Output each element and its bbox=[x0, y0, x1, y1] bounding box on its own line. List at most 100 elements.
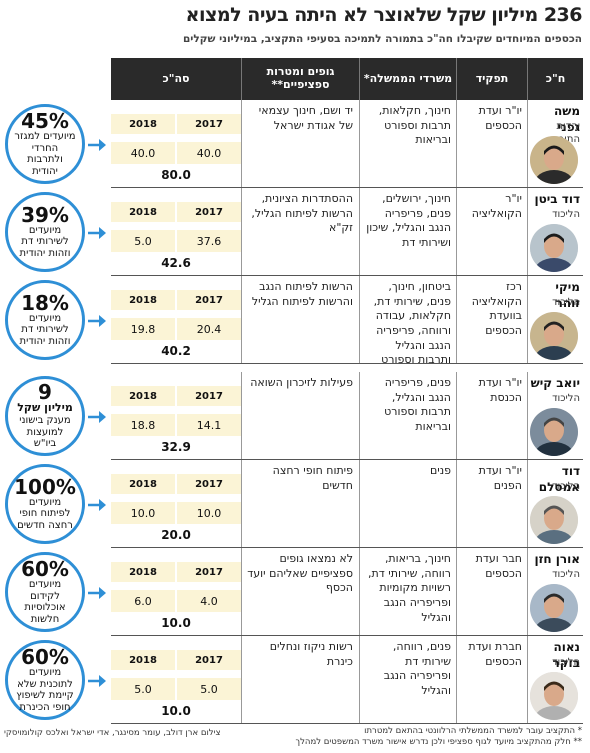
bubble-figure: 100% bbox=[14, 474, 76, 499]
ministries-text: חינוך, ירושלים, פנים, פריפריה הנגב והגלי… bbox=[366, 192, 451, 249]
value-2017: 37.6 bbox=[177, 230, 241, 252]
mk-role: יו"ר ועדת הפנים bbox=[478, 464, 522, 492]
mk-name: דוד אמסלם bbox=[538, 464, 580, 494]
arrow-right-icon bbox=[88, 497, 106, 511]
value-2017: 14.1 bbox=[177, 414, 241, 436]
value-2017: 20.4 bbox=[177, 318, 241, 340]
footnote-1: * התקציב עובר למשרד הממשלתי הרלוונטי בהת… bbox=[364, 726, 582, 736]
value-2017: 10.0 bbox=[177, 502, 241, 524]
mk-party: הליכוד bbox=[552, 569, 580, 580]
mk-party: הליכוד bbox=[552, 393, 580, 404]
header-mk: ח"כ bbox=[545, 71, 566, 85]
bubble-text: מיועדים למגזר החרדי ולתרבות יהודית bbox=[14, 131, 76, 177]
year-2018-label: 2018 bbox=[111, 474, 175, 494]
footnote-2: ** חלק מהתקציב מיועד לגוף ספציפי ולכן נד… bbox=[295, 737, 583, 748]
value-2018: 10.0 bbox=[111, 502, 175, 524]
total-value: 40.2 bbox=[161, 344, 191, 358]
mk-name: אורן חזן bbox=[534, 552, 580, 566]
mk-name: מיקי זוהר bbox=[555, 280, 580, 310]
year-2017-label: 2017 bbox=[177, 474, 241, 494]
highlight-bubble: 45% מיועדים למגזר החרדי ולתרבות יהודית bbox=[5, 104, 85, 184]
total-value: 20.0 bbox=[161, 528, 191, 542]
mk-role: רכז הקואליציה בוועדת הכספים bbox=[471, 280, 522, 337]
value-2018: 19.8 bbox=[111, 318, 175, 340]
year-2017-label: 2017 bbox=[177, 386, 241, 406]
mk-role: חבר ועדת הכספים bbox=[475, 552, 522, 580]
mk-photo bbox=[530, 672, 578, 720]
bodies-text: הרשות לפיתוח הנגב והרשות לפיתוח הגליל bbox=[251, 280, 353, 308]
mk-role: יו"ר הקואליציה bbox=[471, 192, 522, 220]
bubble-figure: 9 bbox=[38, 380, 52, 405]
arrow-right-icon bbox=[88, 673, 106, 687]
ministries-text: חינוך, חקלאות, תרבות וספורט ובריאות bbox=[378, 104, 451, 147]
bubble-figure: 45% bbox=[21, 109, 69, 133]
totals-box: 2017 2018 37.6 5.0 42.6 bbox=[111, 188, 241, 276]
bubble-text: מיועדים לפיתוח חופי רחצה חדשים bbox=[17, 496, 73, 531]
year-2017-label: 2017 bbox=[177, 562, 241, 582]
totals-box: 2017 2018 40.0 40.0 80.0 bbox=[111, 100, 241, 188]
value-2018: 18.8 bbox=[111, 414, 175, 436]
year-2017-label: 2017 bbox=[177, 202, 241, 222]
table-row: דוד ביטן הליכוד יו"ר הקואליציה חינוך, ירושל… bbox=[111, 188, 583, 276]
bubble-text: מיועדים לתוכנית שלא קיימת לשיפוץ חופי הכ… bbox=[16, 667, 74, 713]
bodies-text: יד ושם, חינוך עצמאי של אגודת ישראל bbox=[258, 104, 353, 132]
table-row: דוד אמסלם הליכוד יו"ר ועדת הפנים פנים פיתוח … bbox=[111, 460, 583, 548]
header-bodies: גופים ומטרות ספציפיים** bbox=[266, 65, 335, 91]
value-2018: 5.0 bbox=[111, 678, 175, 700]
highlight-bubble: 100% מיועדים לפיתוח חופי רחצה חדשים bbox=[5, 464, 85, 544]
funds-table: ח"כ תפקיד משרדי הממשלה* גופים ומטרות ספצ… bbox=[111, 58, 583, 728]
bubble-figure: 18% bbox=[21, 290, 69, 315]
year-2018-label: 2018 bbox=[111, 386, 175, 406]
bubble-text: מיועדים לשירותי דת וזהות יהודית bbox=[19, 312, 71, 347]
year-2018-label: 2018 bbox=[111, 562, 175, 582]
bodies-text: לא נמצאו גופים ספציפיים שאליהם יועד הכסף bbox=[247, 552, 353, 595]
value-2017: 4.0 bbox=[177, 590, 241, 612]
bubble-text: מענק בישוני למועצות ביו"ש bbox=[19, 415, 71, 450]
year-2017-label: 2017 bbox=[177, 114, 241, 134]
bodies-text: רשות ניקוז ונחלים כינרת bbox=[269, 640, 353, 668]
ministries-text: ביטחון, חינוך, פנים, שירותי דת, חקלאות, … bbox=[373, 280, 451, 367]
bodies-text: פיתוח חופי רחצה חדשים bbox=[272, 464, 353, 492]
total-value: 32.9 bbox=[161, 440, 191, 454]
value-2017: 5.0 bbox=[177, 678, 241, 700]
value-2018: 40.0 bbox=[111, 142, 175, 164]
highlight-bubble: 18% מיועדים לשירותי דת וזהות יהודית bbox=[5, 280, 85, 360]
mk-photo bbox=[530, 136, 578, 184]
mk-party: הליכוד bbox=[552, 481, 580, 492]
ministries-text: פנים bbox=[429, 464, 451, 477]
bodies-text: פעילות לזיכרון השואה bbox=[250, 376, 353, 389]
table-row: אורן חזן הליכוד חבר ועדת הכספים חינוך, בריא… bbox=[111, 548, 583, 636]
year-2018-label: 2018 bbox=[111, 290, 175, 310]
highlight-bubble: 60% מיועדים לקידום אוכלוסיות חלשות bbox=[5, 552, 85, 632]
mk-role: יו"ר ועדת הכנסת bbox=[478, 376, 522, 404]
arrow-right-icon bbox=[88, 409, 106, 423]
mk-photo bbox=[530, 224, 578, 272]
year-2018-label: 2018 bbox=[111, 202, 175, 222]
mk-photo bbox=[530, 584, 578, 632]
totals-box: 2017 2018 14.1 18.8 32.9 bbox=[111, 372, 241, 460]
totals-box: 2017 2018 5.0 5.0 10.0 bbox=[111, 636, 241, 724]
header-ministries: משרדי הממשלה* bbox=[363, 71, 453, 85]
footnotes: * התקציב עובר למשרד הממשלתי הרלוונטי בהת… bbox=[232, 726, 583, 748]
header-role: תפקיד bbox=[475, 71, 509, 85]
value-2017: 40.0 bbox=[177, 142, 241, 164]
arrow-right-icon bbox=[88, 585, 106, 599]
bubble-unit: מיליון שקל bbox=[17, 401, 73, 415]
ministries-text: חינוך, בריאות, רווחה, שירותי דת, רשויות … bbox=[368, 552, 451, 624]
ministries-text: פנים, פריפריה הנגב והגליל, תרבות וספורט … bbox=[384, 376, 451, 433]
mk-party: הליכוד bbox=[552, 209, 580, 220]
mk-photo bbox=[530, 312, 578, 360]
mk-name: משה גפני bbox=[553, 104, 580, 134]
year-2017-label: 2017 bbox=[177, 650, 241, 670]
year-2017-label: 2017 bbox=[177, 290, 241, 310]
bodies-text: ההסתדרות הציונית, הרשות לפיתוח הגליל, זק… bbox=[251, 192, 353, 235]
page-title: 236 מיליון שקל שלאוצר לא היתה בעיה למצוא bbox=[185, 4, 583, 26]
bubble-figure: 60% bbox=[21, 645, 69, 669]
total-value: 80.0 bbox=[161, 168, 191, 182]
totals-box: 2017 2018 20.4 19.8 40.2 bbox=[111, 276, 241, 364]
bubble-text: מיועדים לשירותי דת וזהות יהודית bbox=[19, 224, 71, 259]
photo-credit: צילום ארן דולב, עומר מסינגר, אדי ישראל ו… bbox=[4, 728, 221, 738]
year-2018-label: 2018 bbox=[111, 114, 175, 134]
totals-box: 2017 2018 4.0 6.0 10.0 bbox=[111, 548, 241, 636]
